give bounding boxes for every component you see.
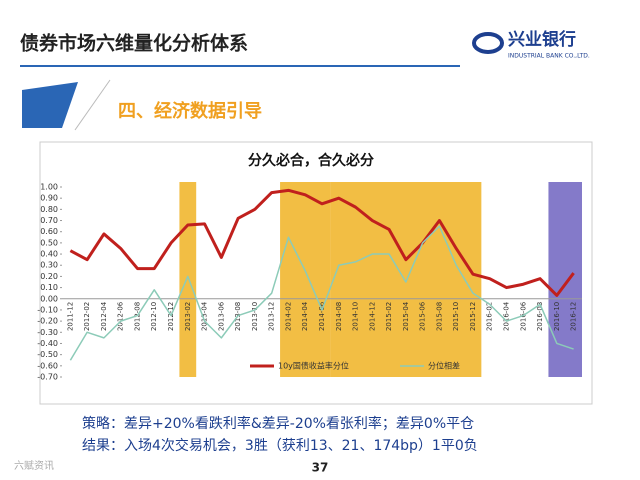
highlight-band bbox=[330, 182, 482, 377]
chart-title: 分久必合，合久必分 bbox=[248, 152, 374, 169]
watermark: 六赋资讯 bbox=[14, 460, 54, 472]
y-tick-label: -0.70 bbox=[37, 373, 58, 382]
highlight-band bbox=[280, 182, 331, 377]
highlight-band bbox=[548, 182, 582, 377]
x-tick-label: 2013-04 bbox=[201, 301, 209, 331]
y-tick-label: -0.40 bbox=[37, 339, 58, 348]
x-tick-label: 2012-10 bbox=[150, 302, 158, 331]
y-tick-label: 0.50 bbox=[40, 238, 58, 247]
y-tick-label: 0.00 bbox=[40, 294, 58, 303]
x-tick-label: 2014-04 bbox=[301, 301, 309, 331]
note: 策略：差异+20%看跌利率&差异-20%看张利率；差异0%平仓 bbox=[82, 415, 474, 432]
x-tick-label: 2012-12 bbox=[167, 302, 175, 331]
x-tick-label: 2012-04 bbox=[100, 301, 108, 331]
y-tick-label: 1.00 bbox=[40, 183, 58, 192]
x-tick-label: 2013-12 bbox=[268, 302, 276, 331]
x-tick-label: 2016-10 bbox=[553, 302, 561, 331]
legend-label: 分位相差 bbox=[428, 361, 460, 371]
x-tick-label: 2014-06 bbox=[318, 301, 326, 331]
x-tick-label: 2013-10 bbox=[251, 302, 259, 331]
x-tick-label: 2013-02 bbox=[184, 302, 192, 331]
x-tick-label: 2015-08 bbox=[435, 302, 443, 331]
y-tick-label: 0.30 bbox=[40, 261, 58, 270]
x-tick-label: 2016-04 bbox=[503, 301, 511, 331]
x-tick-label: 2014-12 bbox=[368, 302, 376, 331]
highlight-band bbox=[179, 182, 197, 377]
y-tick-label: 0.10 bbox=[40, 283, 58, 292]
logo-text: 兴业银行 bbox=[508, 29, 576, 50]
x-tick-label: 2015-10 bbox=[452, 302, 460, 331]
x-tick-label: 2015-12 bbox=[469, 302, 477, 331]
x-tick-label: 2015-04 bbox=[402, 301, 410, 331]
section-decoration bbox=[22, 82, 78, 128]
plot: 1.00 0.90 0.80 0.70 0.60 0.50 0.40 0.30 0.20 0.10… bbox=[37, 182, 582, 382]
y-tick-label: -0.20 bbox=[37, 317, 58, 326]
series-line bbox=[69, 188, 575, 297]
y-tick-label: -0.10 bbox=[37, 305, 58, 314]
y-tick-label: 0.60 bbox=[40, 227, 58, 236]
x-tick-label: 2016-12 bbox=[570, 302, 578, 331]
x-tick-label: 2014-10 bbox=[352, 302, 360, 331]
logo-icon bbox=[472, 32, 504, 54]
y-tick-label: 0.20 bbox=[40, 272, 58, 281]
y-tick-label: 0.90 bbox=[40, 194, 58, 203]
note: 结果：入场4次交易机会，3胜（获利13、21、174bp）1平0负 bbox=[82, 437, 478, 454]
x-tick-label: 2012-08 bbox=[133, 302, 141, 331]
y-tick-label: 0.70 bbox=[40, 216, 58, 225]
x-tick-label: 2013-06 bbox=[217, 301, 225, 331]
legend-label: 10y国债收益率分位 bbox=[278, 361, 349, 371]
y-tick-label: -0.50 bbox=[37, 350, 58, 359]
y-tick-label: -0.60 bbox=[37, 361, 58, 370]
section-title: 四、经济数据引导 bbox=[118, 100, 262, 122]
x-tick-label: 2014-08 bbox=[335, 302, 343, 331]
x-tick-label: 2015-06 bbox=[419, 301, 427, 331]
x-tick-label: 2015-02 bbox=[385, 302, 393, 331]
slide-title: 债券市场六维量化分析体系 bbox=[20, 32, 248, 55]
logo-subtext: INDUSTRIAL BANK CO.,LTD. bbox=[508, 53, 590, 60]
x-tick-label: 2014-02 bbox=[284, 302, 292, 331]
y-tick-label: 0.80 bbox=[40, 205, 58, 214]
x-tick-label: 2012-02 bbox=[83, 302, 91, 331]
y-tick-label: -0.30 bbox=[37, 328, 58, 337]
x-tick-label: 2012-06 bbox=[117, 301, 125, 331]
x-tick-label: 2016-02 bbox=[486, 302, 494, 331]
section-decoration-line bbox=[74, 79, 111, 131]
series-line bbox=[69, 225, 574, 361]
y-tick-label: 0.40 bbox=[40, 250, 58, 259]
x-tick-label: 2011-12 bbox=[66, 302, 74, 331]
x-tick-label: 2016-08 bbox=[536, 302, 544, 331]
page-number: 37 bbox=[312, 461, 329, 475]
